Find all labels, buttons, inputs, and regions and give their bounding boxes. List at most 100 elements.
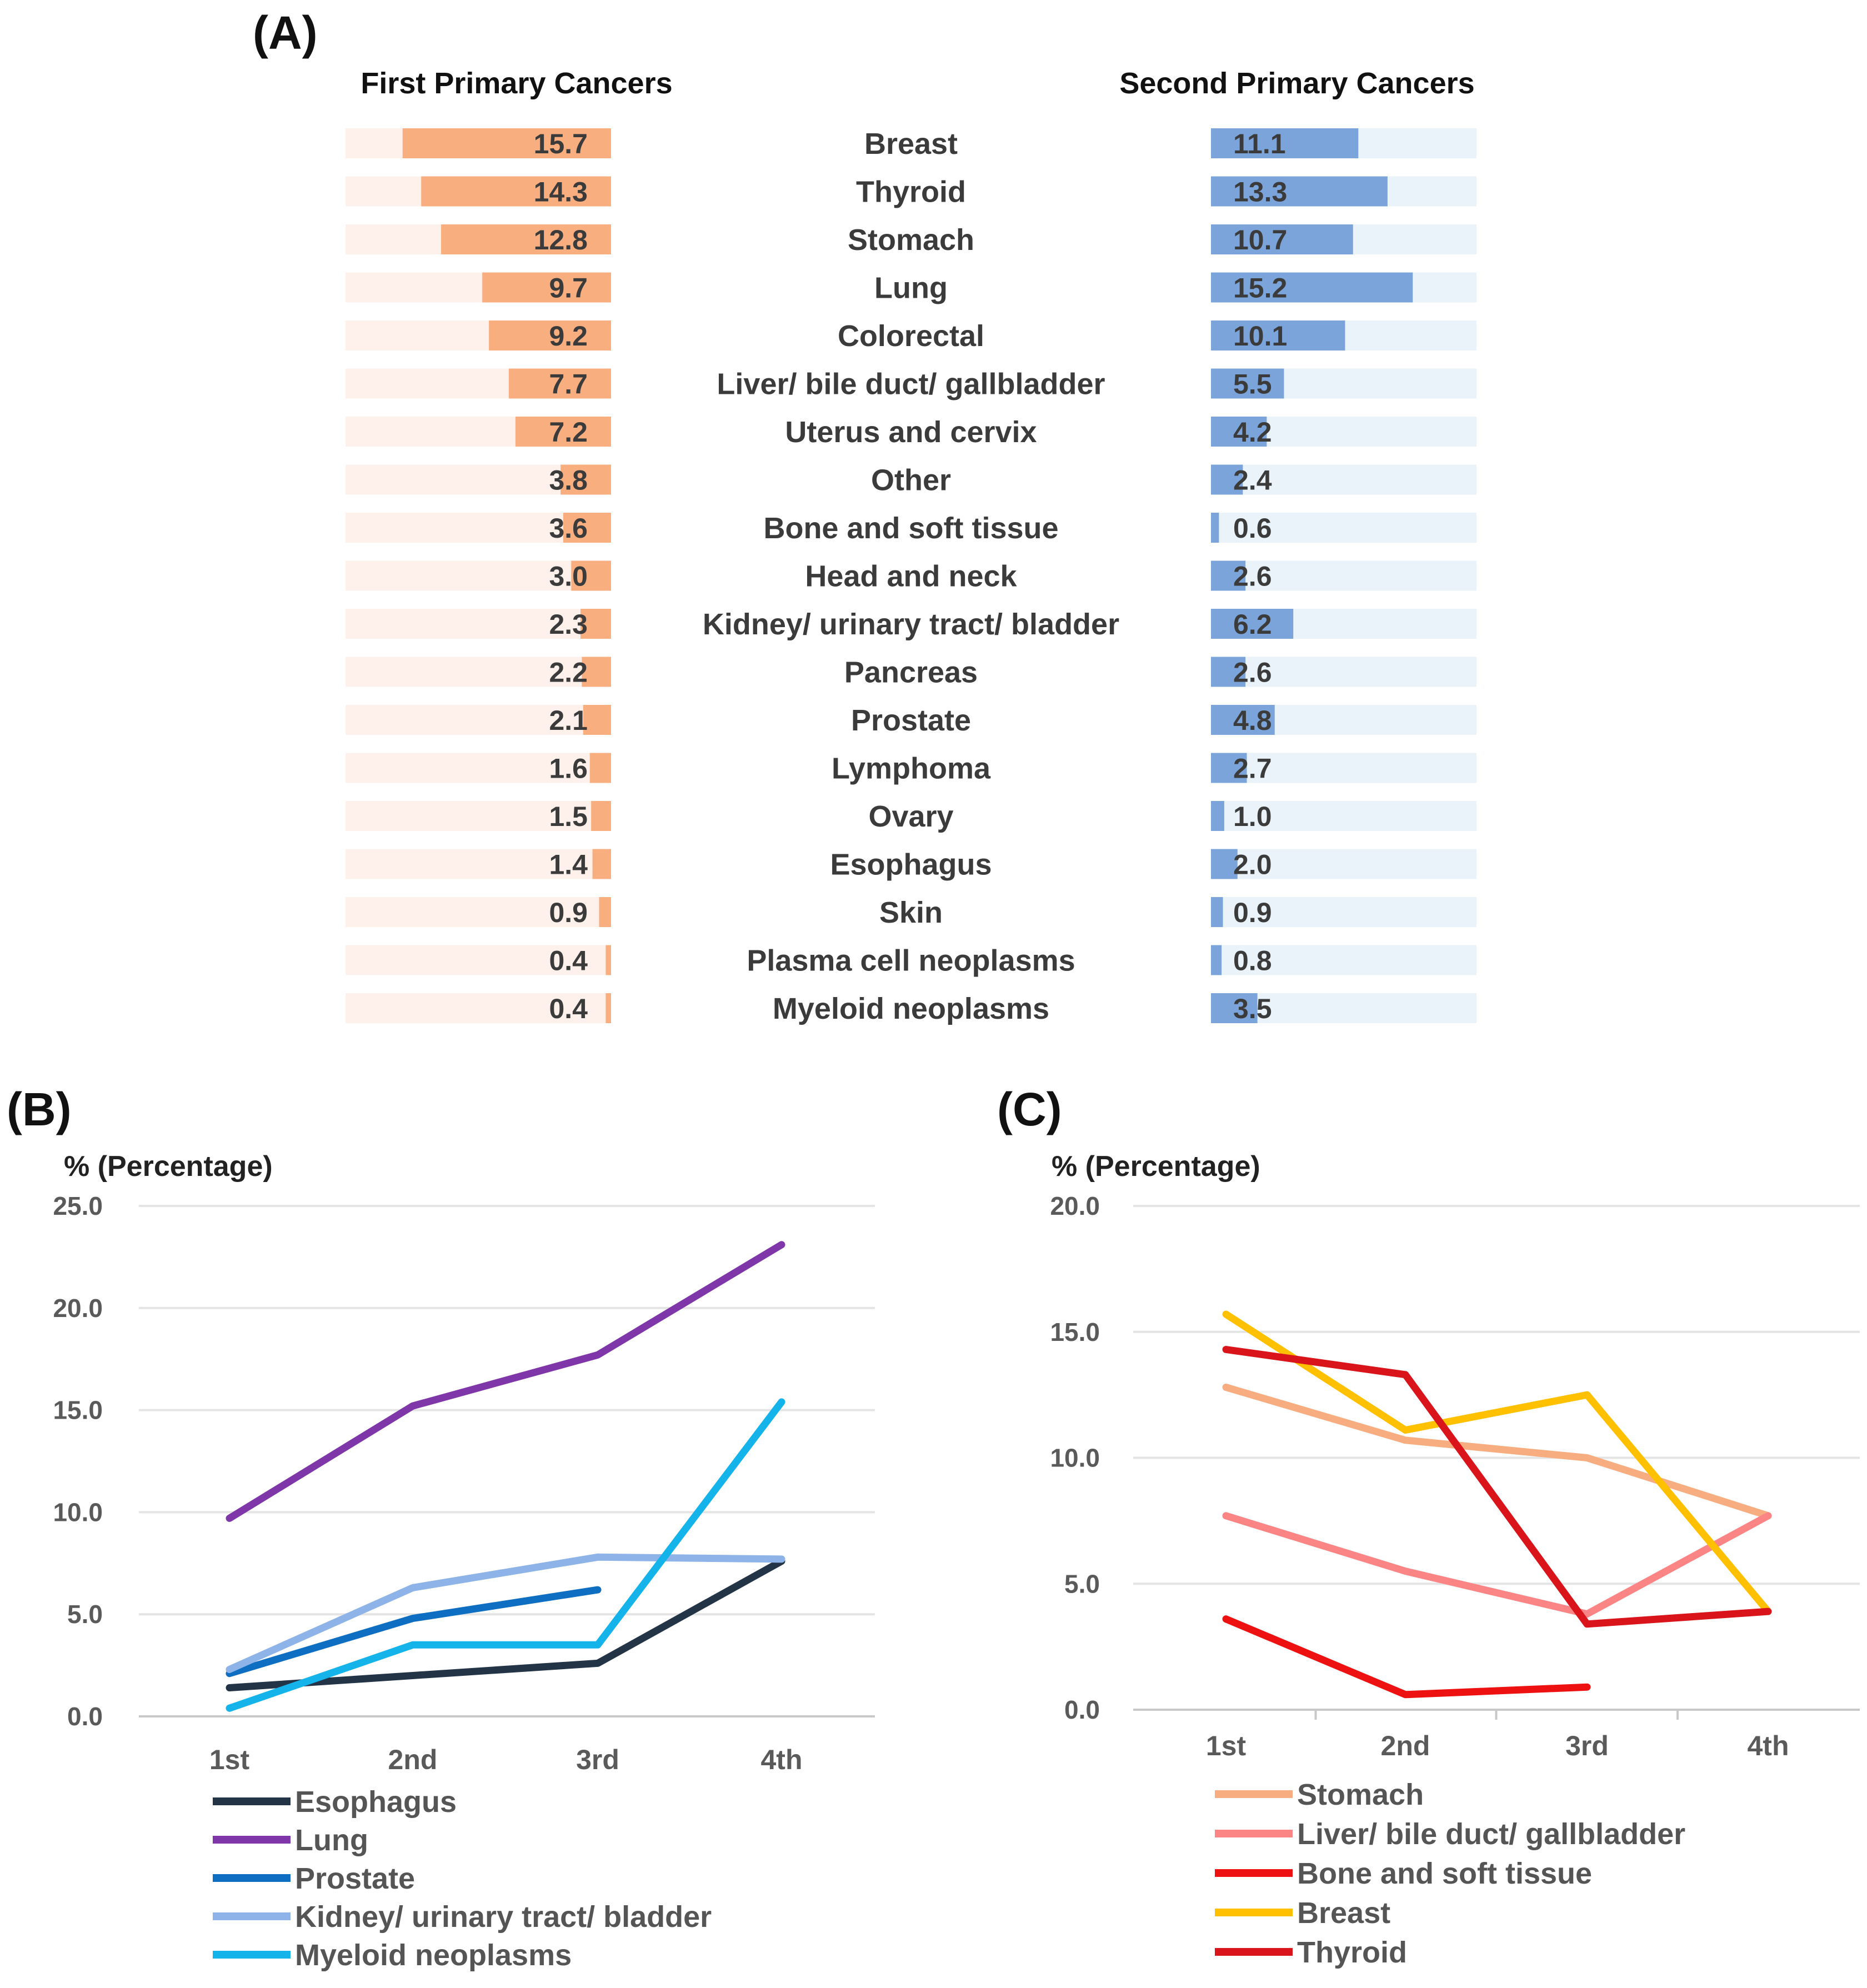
first-bar-esophagus xyxy=(592,849,611,879)
series-line-lung xyxy=(226,1241,785,1522)
second-value-bone-and-soft-tissue: 0.6 xyxy=(1233,513,1272,544)
category-myeloid-neoplasms: Myeloid neoplasms xyxy=(773,992,1049,1025)
second-track-other xyxy=(1211,464,1476,495)
series-line-breast xyxy=(1222,1310,1772,1615)
cancer-type-labels: Breast Thyroid Stomach Lung Colorectal Liver/… xyxy=(703,127,1119,1025)
x-tick-label: 2nd xyxy=(388,1744,438,1775)
first-bar-other xyxy=(560,464,611,495)
second-primary-bars: 11.1 13.3 10.7 15.2 10.1 5.5 4.2 2.4 0.6 2.6 6.2 2.… xyxy=(1211,128,1476,1024)
second-bar-kidney-urinary-tract-bladder xyxy=(1211,609,1294,639)
second-bar-esophagus xyxy=(1211,849,1238,879)
y-tick-label: 15.0 xyxy=(53,1396,103,1425)
category-lymphoma: Lymphoma xyxy=(832,752,991,785)
second-track-ovary xyxy=(1211,801,1476,831)
y-tick-label: 15.0 xyxy=(1050,1318,1100,1346)
second-bar-ovary xyxy=(1211,801,1224,831)
second-track-pancreas xyxy=(1211,657,1476,687)
legend-label-lung: Lung xyxy=(295,1824,368,1857)
y-tick-label: 10.0 xyxy=(1050,1444,1100,1473)
first-bar-ovary xyxy=(591,801,611,831)
first-track-head-and-neck xyxy=(346,560,611,591)
first-value-lung: 9.7 xyxy=(549,273,588,304)
first-track-myeloid-neoplasms xyxy=(346,993,611,1023)
first-value-breast: 15.7 xyxy=(534,128,588,159)
y-axis-title: % (Percentage) xyxy=(1052,1150,1260,1183)
second-value-thyroid: 13.3 xyxy=(1233,177,1287,208)
first-value-skin: 0.9 xyxy=(549,897,588,928)
second-bar-pancreas xyxy=(1211,657,1246,687)
second-value-other: 2.4 xyxy=(1233,465,1272,496)
category-head-and-neck: Head and neck xyxy=(805,560,1017,593)
first-track-lymphoma xyxy=(346,753,611,783)
second-value-uterus-and-cervix: 4.2 xyxy=(1233,417,1272,448)
first-value-liver-bile-duct-gallbladder: 7.7 xyxy=(549,369,588,400)
x-tick-label: 1st xyxy=(1206,1730,1247,1761)
series-line-liver-bile-duct-gallbladder xyxy=(1222,1512,1772,1618)
second-bar-lymphoma xyxy=(1211,753,1247,783)
first-value-head-and-neck: 3.0 xyxy=(549,561,588,592)
first-bar-pancreas xyxy=(582,657,611,687)
y-tick-label: 5.0 xyxy=(1064,1569,1100,1598)
first-bar-lymphoma xyxy=(589,753,611,783)
panel-c: (C) % (Percentage) 0.0 5.0 10.0 15.0 20.0 1st 2… xyxy=(997,1083,1860,1969)
second-value-plasma-cell-neoplasms: 0.8 xyxy=(1233,945,1272,977)
second-value-ovary: 1.0 xyxy=(1233,801,1272,832)
y-tick-label: 20.0 xyxy=(53,1294,103,1323)
second-value-colorectal: 10.1 xyxy=(1233,321,1287,352)
second-value-liver-bile-duct-gallbladder: 5.5 xyxy=(1233,369,1272,400)
x-tick-label: 2nd xyxy=(1381,1730,1430,1761)
first-value-kidney-urinary-tract-bladder: 2.3 xyxy=(549,609,588,640)
series-line-thyroid xyxy=(1222,1346,1772,1628)
legend-label-liver-bile-duct-gallbladder: Liver/ bile duct/ gallbladder xyxy=(1297,1817,1685,1851)
legend-label-esophagus: Esophagus xyxy=(295,1785,457,1819)
second-track-plasma-cell-neoplasms xyxy=(1211,945,1476,975)
y-tick-label: 0.0 xyxy=(1064,1695,1100,1724)
panel-a: (A) First Primary Cancers Second Primary… xyxy=(253,7,1476,1025)
second-value-breast: 11.1 xyxy=(1233,128,1286,159)
first-bar-stomach xyxy=(441,224,611,254)
second-bar-breast xyxy=(1211,128,1359,158)
y-tick-label: 25.0 xyxy=(53,1191,103,1220)
category-ovary: Ovary xyxy=(868,800,953,833)
x-tick-label: 4th xyxy=(1748,1730,1789,1761)
category-uterus-and-cervix: Uterus and cervix xyxy=(785,415,1037,449)
category-lung: Lung xyxy=(874,272,948,305)
first-bar-thyroid xyxy=(421,176,611,207)
x-tick-label: 4th xyxy=(761,1744,803,1775)
x-tick-label: 3rd xyxy=(576,1744,619,1775)
first-bar-liver-bile-duct-gallbladder xyxy=(508,368,611,399)
first-bar-colorectal xyxy=(489,321,611,350)
first-value-esophagus: 1.4 xyxy=(549,849,588,880)
series-line-kidney-urinary-tract-bladder xyxy=(226,1553,785,1673)
legend-label-bone-and-soft-tissue: Bone and soft tissue xyxy=(1297,1857,1592,1890)
second-value-lymphoma: 2.7 xyxy=(1233,753,1272,784)
second-bar-skin xyxy=(1211,897,1223,927)
second-track-bone-and-soft-tissue xyxy=(1211,513,1476,543)
first-track-plasma-cell-neoplasms xyxy=(346,945,611,975)
panel-a-label: (A) xyxy=(253,7,318,59)
second-value-skin: 0.9 xyxy=(1233,897,1272,928)
series-line-myeloid-neoplasms xyxy=(226,1398,785,1712)
x-tick-label: 1st xyxy=(209,1744,250,1775)
second-bar-other xyxy=(1211,464,1243,495)
panel-c-line-chart: % (Percentage) 0.0 5.0 10.0 15.0 20.0 1st 2nd 3r… xyxy=(1050,1150,1860,1969)
second-track-esophagus xyxy=(1211,849,1476,879)
second-bar-lung xyxy=(1211,272,1413,303)
y-tick-label: 0.0 xyxy=(67,1702,103,1731)
second-bar-colorectal xyxy=(1211,321,1345,350)
first-bar-skin xyxy=(599,897,611,927)
first-value-uterus-and-cervix: 7.2 xyxy=(549,417,588,448)
first-bar-bone-and-soft-tissue xyxy=(563,513,611,543)
legend-label-stomach: Stomach xyxy=(1297,1778,1424,1811)
y-tick-label: 20.0 xyxy=(1050,1191,1100,1220)
legend-label-breast: Breast xyxy=(1297,1896,1390,1930)
category-kidney-urinary-tract-bladder: Kidney/ urinary tract/ bladder xyxy=(703,608,1119,641)
panel-b-label: (B) xyxy=(7,1083,72,1135)
first-bar-myeloid-neoplasms xyxy=(605,993,611,1023)
second-value-myeloid-neoplasms: 3.5 xyxy=(1233,993,1272,1024)
second-value-stomach: 10.7 xyxy=(1233,224,1287,256)
second-value-prostate: 4.8 xyxy=(1233,705,1272,736)
second-track-head-and-neck xyxy=(1211,560,1476,591)
second-bar-uterus-and-cervix xyxy=(1211,417,1267,447)
